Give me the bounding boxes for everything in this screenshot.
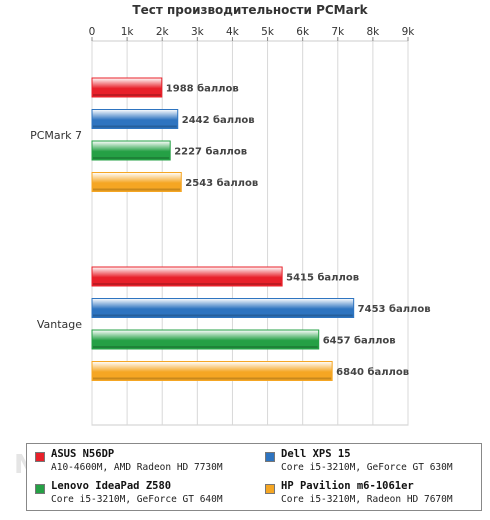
x-tick-label: 9k xyxy=(402,26,416,38)
bar-shadow xyxy=(93,346,318,348)
bar xyxy=(91,266,283,287)
legend-swatch-lenovo xyxy=(35,484,45,494)
x-tick-label: 8k xyxy=(367,26,381,38)
legend-spec-dell: Core i5-3210M, GeForce GT 630M xyxy=(281,462,453,473)
x-tick-label: 7k xyxy=(331,26,345,38)
data-label: 2543 баллов xyxy=(185,177,258,189)
legend-name-hp: HP Pavilion m6-1061er xyxy=(281,480,414,492)
y-axis-categories: PCMark 7 Vantage xyxy=(30,129,82,331)
legend-swatch-asus xyxy=(35,452,45,462)
data-label: 6457 баллов xyxy=(323,335,396,347)
bar xyxy=(91,172,182,192)
data-label: 2442 баллов xyxy=(182,114,255,126)
bar xyxy=(91,329,320,350)
x-tick-label: 4k xyxy=(226,26,240,38)
data-label: 1988 баллов xyxy=(166,83,239,95)
data-label: 5415 баллов xyxy=(286,272,359,284)
data-labels: 1988 баллов 2442 баллов 2227 баллов 2543 ба… xyxy=(166,83,431,379)
bar xyxy=(91,109,179,129)
bar xyxy=(91,77,163,98)
legend-swatch-hp xyxy=(265,484,275,494)
bar-shadow xyxy=(93,125,177,128)
legend: ASUS N56DP A10-4600M, AMD Radeon HD 7730… xyxy=(26,443,482,511)
x-tick-label: 1k xyxy=(121,26,135,38)
data-label: 2227 баллов xyxy=(174,146,247,158)
category-label: PCMark 7 xyxy=(30,129,82,142)
x-tick-label: 2k xyxy=(156,26,170,38)
x-tick-label: 0 xyxy=(89,26,96,38)
legend-name-lenovo: Lenovo IdeaPad Z580 xyxy=(51,480,172,492)
data-label: 7453 баллов xyxy=(358,303,431,315)
x-tick-label: 6k xyxy=(296,26,310,38)
chart-title: Тест производительности PCMark xyxy=(132,3,368,17)
x-tick-label: 3k xyxy=(191,26,205,38)
bar-chart: 0 1k 2k 3k 4k 5k 6k 7k 8k 9k PCMark 7 Vantage 1988… xyxy=(30,26,431,426)
legend-spec-hp: Core i5-3210M, Radeon HD 7670M xyxy=(281,494,453,505)
bar xyxy=(91,298,355,318)
bar-shadow xyxy=(93,188,181,191)
data-label: 6840 баллов xyxy=(336,366,409,378)
bar-shadow xyxy=(93,94,161,96)
bar-shadow xyxy=(93,314,353,317)
bar-shadow xyxy=(93,283,282,285)
bar-shadow xyxy=(93,157,170,159)
bar-shadow xyxy=(93,377,332,380)
bar xyxy=(91,140,171,161)
x-tick-label: 5k xyxy=(261,26,275,38)
bar xyxy=(91,361,333,381)
bars xyxy=(91,77,355,381)
legend-spec-asus: A10-4600M, AMD Radeon HD 7730M xyxy=(51,462,223,473)
legend-name-asus: ASUS N56DP xyxy=(51,448,115,460)
category-label: Vantage xyxy=(37,318,82,331)
legend-spec-lenovo: Core i5-3210M, GeForce GT 640M xyxy=(51,494,223,505)
legend-name-dell: Dell XPS 15 xyxy=(281,448,351,460)
x-axis-ticks: 0 1k 2k 3k 4k 5k 6k 7k 8k 9k xyxy=(89,26,416,41)
legend-swatch-dell xyxy=(265,452,275,462)
